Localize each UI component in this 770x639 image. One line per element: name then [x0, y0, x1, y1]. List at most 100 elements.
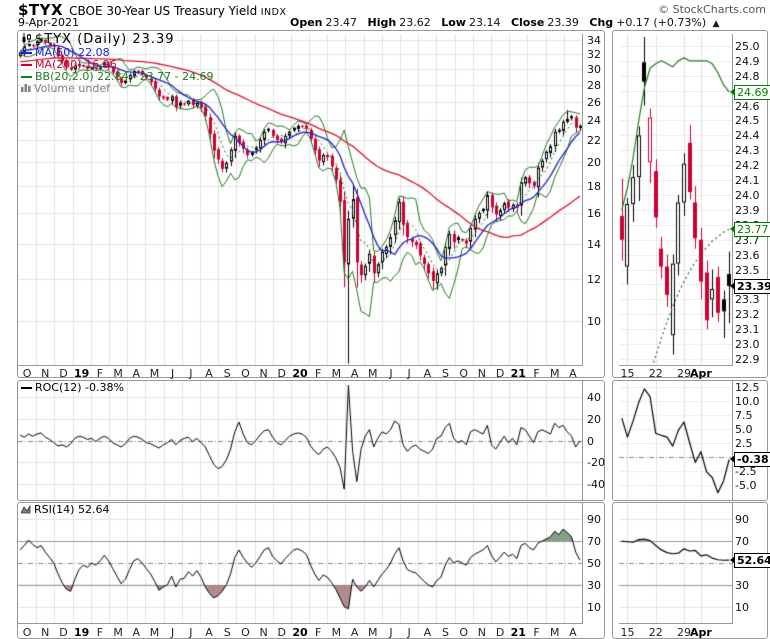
x-axis-label: M: [113, 626, 123, 639]
y-axis-label: 22: [587, 133, 601, 147]
rsi-panel: RSI(14) 52.64 O N D 19 F M A M J J A S O N D 20 F M A M J J A S…: [17, 502, 605, 639]
x-axis-label: O: [241, 367, 250, 380]
price-tag: 24.69: [730, 85, 770, 101]
y-axis-label: 70: [735, 535, 749, 549]
x-axis-label: A: [132, 626, 141, 639]
x-axis-label: N: [477, 367, 487, 380]
rsi-legend: RSI(14) 52.64: [20, 504, 109, 517]
y-axis-label: 32: [587, 47, 601, 61]
x-axis-label: O: [459, 367, 469, 380]
y-axis-label: 12.5: [735, 381, 760, 395]
legend-roc-row: ROC(12) -0.38%: [21, 382, 124, 394]
price-tag: 23.77: [730, 222, 770, 238]
x-axis-label: O: [459, 626, 469, 639]
main-x-axis: O N D 19 F M A M J J A S O N D 20 F M A M J J A S O N D 21 F M A: [18, 367, 604, 380]
legend-ma200-row: MA(200) 16.96: [21, 59, 214, 71]
x-axis-label: F: [533, 626, 540, 639]
y-axis-label: 10.0: [735, 395, 760, 409]
y-axis-label: 7.5: [735, 409, 753, 423]
x-axis-label: N: [259, 626, 268, 639]
y-axis-label: 23.0: [735, 338, 760, 352]
x-axis-label: F: [533, 367, 540, 380]
symbol-title: CBOE 30-Year US Treasury Yield: [69, 4, 258, 18]
y-axis-label: 24.5: [735, 114, 760, 128]
y-axis-label: -5.0: [735, 479, 757, 493]
y-axis-label: 24.8: [735, 69, 760, 83]
chart-header: $TYX CBOE 30-Year US Treasury Yield INDX: [18, 1, 286, 19]
bb-line-icon: [21, 76, 32, 78]
x-axis-label: A: [205, 626, 213, 639]
legend-symbol-text: $TYX (Daily) 23.39: [35, 31, 175, 47]
y-axis-label: 5.0: [735, 423, 753, 437]
x-axis-label: A: [423, 626, 432, 639]
roc-plot-canvas: [18, 381, 583, 500]
roc-line-icon: [21, 387, 32, 389]
y-axis-label: 23.2: [735, 308, 760, 322]
y-axis-label: 10: [735, 600, 749, 614]
chg-label: Chg: [589, 16, 614, 29]
price-inset-x-axis: 15 22 29 Apr: [613, 367, 767, 380]
y-axis-label: 40: [587, 391, 601, 405]
price-tag: 23.39: [730, 278, 770, 294]
legend-bb-text: BB(20,2.0) 22.84 - 23.77 - 24.69: [35, 70, 214, 83]
quote-line: Open 23.47 High 23.62 Low 23.14 Close 23.39 …: [283, 16, 720, 29]
y-axis-label: 26: [587, 95, 601, 109]
x-axis-label: D: [59, 626, 68, 639]
open-label: Open: [290, 16, 323, 29]
y-axis-label: 24.3: [735, 144, 760, 158]
x-axis-label: 20: [292, 626, 308, 639]
y-axis-label: 24: [587, 113, 601, 127]
x-axis-label: Apr: [690, 367, 712, 380]
y-axis-label: -20: [587, 456, 605, 470]
rsi-icon: [20, 504, 31, 517]
x-axis-label: 21: [510, 367, 526, 380]
x-axis-label: M: [368, 367, 378, 380]
rsi-plot-canvas: [18, 503, 583, 624]
roc-inset-plot-canvas: [619, 381, 733, 500]
x-axis-label: N: [259, 367, 268, 380]
candlestick-icon: [21, 32, 32, 47]
x-axis-label: J: [407, 626, 411, 639]
x-axis-label: N: [41, 626, 50, 639]
x-axis-label: A: [350, 367, 359, 380]
x-axis-label: 29: [676, 626, 691, 639]
x-axis-label: S: [223, 626, 231, 639]
x-axis-label: M: [368, 626, 378, 639]
x-axis-label: D: [277, 367, 287, 380]
x-axis-label: M: [149, 367, 160, 380]
y-axis-label: 28: [587, 78, 601, 92]
y-axis-label: 18: [587, 179, 601, 193]
legend-ma50-row: MA(50) 22.08: [21, 47, 214, 59]
low-value: 23.14: [468, 16, 501, 29]
y-axis-label: 0: [587, 434, 594, 448]
high-value: 23.62: [399, 16, 431, 29]
stockcharts-copyright: © StockCharts.com: [658, 3, 766, 16]
legend-ma50-text: MA(50) 22.08: [35, 46, 110, 59]
ma50-line-icon: [21, 52, 32, 54]
y-axis-label: 70: [587, 535, 601, 549]
y-axis-label: 2.5: [735, 437, 753, 451]
y-axis-label: 23.3: [735, 293, 760, 307]
y-axis-label: 90: [735, 513, 749, 527]
legend-volume-text: Volume undef: [34, 82, 110, 95]
x-axis-label: J: [389, 367, 393, 380]
y-axis-label: 24.0: [735, 189, 760, 203]
y-axis-label: 12: [587, 273, 601, 286]
y-axis-label: 23.1: [735, 323, 760, 337]
x-axis-label: A: [423, 367, 432, 380]
y-axis-label: 10: [587, 600, 601, 614]
y-axis-label: 50: [587, 557, 601, 570]
price-inset-plot-canvas: [619, 34, 733, 366]
x-axis-label: F: [315, 367, 322, 380]
y-axis-label: 20: [587, 155, 601, 169]
x-axis-label: N: [41, 367, 50, 380]
x-axis-label: 15: [620, 626, 635, 639]
x-axis-label: A: [569, 626, 577, 639]
close-value: 23.39: [547, 16, 579, 29]
roc-panel: ROC(12) -0.38% 40 20 0 -20 -40: [17, 380, 605, 501]
x-axis-label: M: [331, 367, 342, 380]
x-axis-label: 15: [620, 367, 635, 380]
legend-roc-text: ROC(12) -0.38%: [35, 381, 124, 394]
